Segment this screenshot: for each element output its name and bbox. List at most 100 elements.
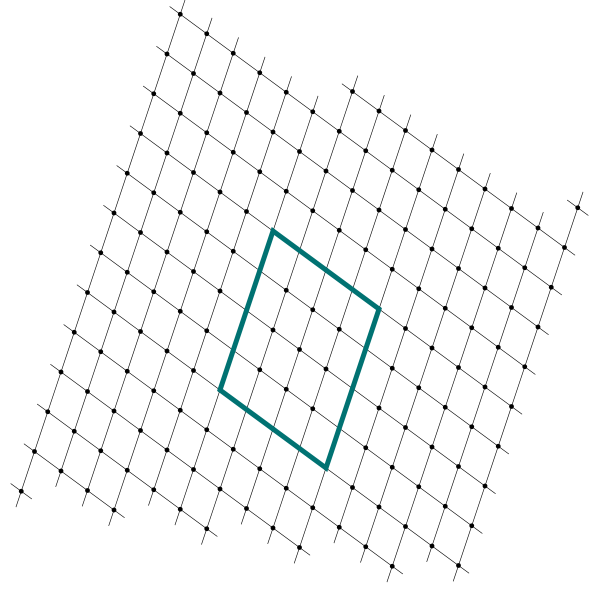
lattice-point [204,130,210,136]
lattice-point [469,226,475,232]
lattice-point [495,443,501,449]
lattice-point [535,324,541,330]
lattice-point [403,524,408,529]
lattice-point [151,289,157,295]
lattice-point [429,345,435,351]
lattice-point [416,385,422,391]
lattice-point [111,507,117,513]
lattice-point [283,485,289,491]
lattice-point [217,486,223,492]
lattice-point [456,464,461,469]
lattice-point [151,487,157,493]
lattice-point [350,188,355,193]
lattice-point [164,51,170,57]
lattice-point [191,71,196,76]
lattice-point [191,467,196,472]
lattice-point [509,305,514,310]
lattice-point [389,563,395,569]
lattice-point [164,447,170,453]
lattice-point [244,110,249,115]
lattice-point [456,365,461,370]
lattice-point [429,147,435,153]
lattice-point [416,484,422,490]
lattice-point [522,265,528,271]
lattice-point [71,329,77,335]
lattice-point [164,150,170,156]
lattice-point [456,563,461,568]
lattice-point [177,209,183,215]
lattice-point [32,449,37,454]
lattice-point [257,367,263,373]
lattice-point [217,288,223,294]
lattice-point [151,91,157,97]
lattice-lines [10,0,589,583]
lattice-point [442,503,448,509]
lattice-point [350,89,355,94]
lattice-point [416,286,422,292]
lattice-point [230,50,236,56]
lattice-point [283,386,289,392]
lattice-point [535,225,541,231]
lattice-point [310,109,316,115]
lattice-point [548,284,554,290]
lattice-point [429,246,435,252]
lattice-point [191,170,196,175]
lattice-point [482,186,488,192]
lattice-point [336,227,342,233]
lattice-point [495,245,501,251]
lattice-point [363,544,369,550]
lattice-point [403,326,408,331]
lattice-point [151,190,157,196]
lattice-point [151,388,157,394]
lattice-point [575,205,581,211]
lattice-line [10,0,589,583]
lattice-point [310,505,316,511]
lattice-point [71,428,77,434]
lattice-point [323,366,329,372]
lattice-point [389,167,395,173]
lattice-point [111,210,117,216]
lattice-point [138,428,143,433]
lattice-point [469,424,475,430]
lattice-point [230,248,236,254]
lattice-point [522,364,528,370]
lattice-point [217,90,223,96]
lattice-point [58,369,64,375]
lattice-point [469,325,475,331]
lattice-point [363,445,369,451]
lattice-point [111,309,117,315]
lattice-point [257,169,263,175]
lattice-point [482,384,488,390]
lattice-point [85,488,90,493]
lattice-point [469,523,475,529]
lattice-point [124,467,130,473]
lattice-point [164,249,170,255]
lattice-point [191,368,196,373]
lattice-point [177,407,183,413]
lattice-point [389,266,395,272]
unit-cell [217,226,382,473]
lattice-point [164,348,170,354]
lattice-point [85,389,90,394]
lattice-point [138,230,143,235]
lattice-point [283,188,289,194]
lattice-point [389,365,395,371]
lattice-point [85,290,90,295]
lattice-point [482,285,488,291]
lattice-point [98,349,104,355]
lattice-point [429,444,435,450]
lattice-point [257,70,263,76]
lattice-point [204,526,210,532]
lattice-point [363,148,369,154]
lattice-point [495,344,501,350]
lattice-point [124,269,130,275]
lattice-point [204,328,210,334]
lattice-point [376,405,382,411]
lattice-point [509,206,514,211]
lattice-point [429,543,435,549]
lattice-point [230,149,236,155]
lattice-point [336,326,342,332]
lattice-point [283,287,289,293]
